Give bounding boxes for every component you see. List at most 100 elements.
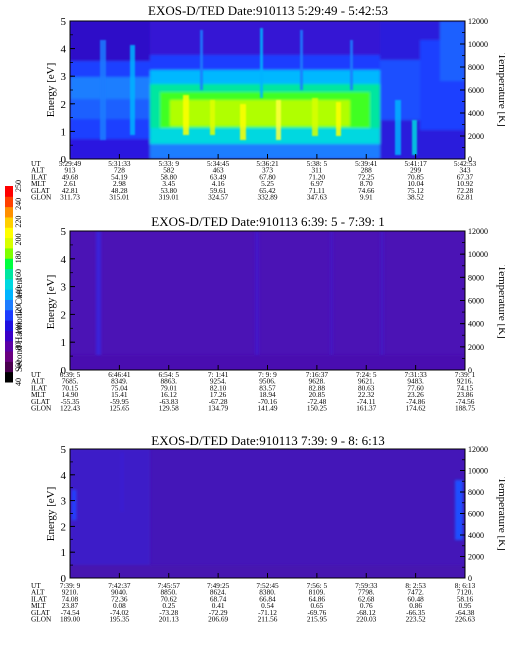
orbit-cell: 9.91 [360,193,373,202]
orbit-cell: 9506. [259,377,276,386]
orbit-row-label: ALT [31,166,45,175]
orbit-cell: 5:38: 5 [307,159,328,168]
orbit-row-label: GLON [31,193,52,202]
orbit-cell: 7:56: 5 [307,581,328,590]
orbit-cell: -69.76 [307,608,326,617]
colorbar-swatch [5,309,13,321]
panel-3-y2ticks: 0 2000 4000 6000 8000 10000 12000 [460,445,488,583]
orbit-row-label: ILAT [31,383,47,392]
orbit-row-label: MLT [31,179,46,188]
orbit-cell: 343 [460,166,471,175]
orbit-cell: 7:45:57 [158,581,181,590]
orbit-row-label: GLAT [31,397,50,406]
orbit-cell: 9628. [309,377,326,386]
orbit-cell: 67.37 [457,172,474,181]
panel-2-yticks: 0 1 2 3 4 5 [61,226,75,377]
orbit-cell: 5:33: 9 [159,159,180,168]
orbit-cell: 60.48 [407,594,424,603]
orbit-cell: -71.12 [258,608,277,617]
orbit-cell: 7:59:33 [355,581,378,590]
orbit-cell: 311 [312,166,323,175]
orbit-cell: 463 [213,166,224,175]
orbit-cell: 9621. [358,377,375,386]
colorbar-swatch [5,278,13,290]
orbit-row-label: ILAT [31,172,47,181]
orbit-cell: 7:39: 1 [455,370,476,379]
y2tick-label: 2000 [468,132,484,141]
orbit-cell: 7:52:45 [256,581,279,590]
ytick-label: 4 [61,254,67,266]
orbit-cell: 38.52 [407,193,424,202]
orbit-cell: 22.32 [358,390,375,399]
panel-3-orbit-table: UT 7:39: 9 7:42:37 7:45:57 7:49:25 7:52:45 7:5… [31,573,476,624]
orbit-cell: 64.86 [309,594,326,603]
panel-2: EXOS-D/TED Date:910113 6:39: 5 - 7:39: 1… [31,214,505,413]
orbit-cell: 134.79 [208,404,228,413]
orbit-cell: 18.94 [259,390,276,399]
orbit-cell: 0.65 [310,601,323,610]
panel-3-title: EXOS-D/TED Date:910113 7:39: 9 - 8: 6:13 [151,433,385,448]
orbit-row-label: UT [31,581,41,590]
panel-1-y2label: Temperature [K] [496,53,505,126]
orbit-cell: 54.19 [111,172,128,181]
orbit-cell: 70.85 [407,172,424,181]
y2tick-label: 2000 [468,553,484,562]
orbit-cell: -55.35 [61,397,80,406]
orbit-cell: 53.80 [161,186,178,195]
orbit-cell: 68.74 [210,594,227,603]
orbit-cell: 9483. [407,377,424,386]
orbit-cell: 49.68 [62,172,79,181]
orbit-cell: -59.95 [110,397,129,406]
orbit-row-label: ILAT [31,594,47,603]
y2tick-label: 10000 [468,250,488,259]
orbit-cell: 582 [163,166,174,175]
orbit-cell: -74.02 [110,608,129,617]
orbit-cell: 288 [361,166,372,175]
orbit-cell: 6.97 [310,179,323,188]
orbit-cell: 2.61 [64,179,77,188]
colorbar: 40 60 80 100 120 140 160 180 200 220 240 250 Second… [5,180,24,386]
panel-3-yticks: 0 1 2 3 4 5 [61,444,75,585]
y2tick-label: 2000 [468,343,484,352]
orbit-cell: 59.61 [210,186,227,195]
orbit-cell: 8: 2:53 [405,581,426,590]
y2tick-label: 6000 [468,86,484,95]
orbit-cell: 7:16:37 [306,370,329,379]
orbit-cell: 14.90 [62,390,79,399]
orbit-cell: 913 [65,166,76,175]
orbit-cell: -64.38 [456,608,475,617]
orbit-cell: 8863. [161,377,178,386]
y2tick-label: 4000 [468,531,484,540]
panel-2-heatmap [70,231,465,370]
orbit-cell: 8109. [309,588,326,597]
colorbar-tick-label: 160 [14,269,23,281]
orbit-cell: 16.12 [161,390,178,399]
orbit-cell: 9040. [111,588,128,597]
orbit-cell: 70.62 [161,594,178,603]
orbit-cell: -66.35 [406,608,425,617]
orbit-cell: 15.41 [111,390,128,399]
orbit-cell: 74.08 [62,594,79,603]
orbit-cell: 23.26 [407,390,424,399]
ytick-label: 4 [61,44,67,56]
orbit-cell: -74.54 [61,608,80,617]
orbit-cell: 6:39: 5 [60,370,81,379]
y2tick-label: 12000 [468,227,488,236]
orbit-cell: 70.15 [62,383,79,392]
y2tick-label: 8000 [468,63,484,72]
y2tick-label: 6000 [468,297,484,306]
orbit-cell: 17.26 [210,390,227,399]
orbit-cell: 223.52 [406,615,426,624]
orbit-cell: 72.28 [457,186,474,195]
ytick-label: 0 [61,573,67,585]
colorbar-swatch [5,247,13,259]
orbit-cell: 189.00 [60,615,80,624]
orbit-cell: 0.86 [409,601,422,610]
orbit-cell: 188.75 [455,404,475,413]
orbit-cell: 5:31:33 [108,159,131,168]
orbit-cell: 80.63 [358,383,375,392]
orbit-cell: 319.01 [159,193,179,202]
colorbar-tick-label: 250 [14,180,23,192]
orbit-cell: 71.11 [309,186,325,195]
colorbar-tick-label: 40 [14,378,23,386]
